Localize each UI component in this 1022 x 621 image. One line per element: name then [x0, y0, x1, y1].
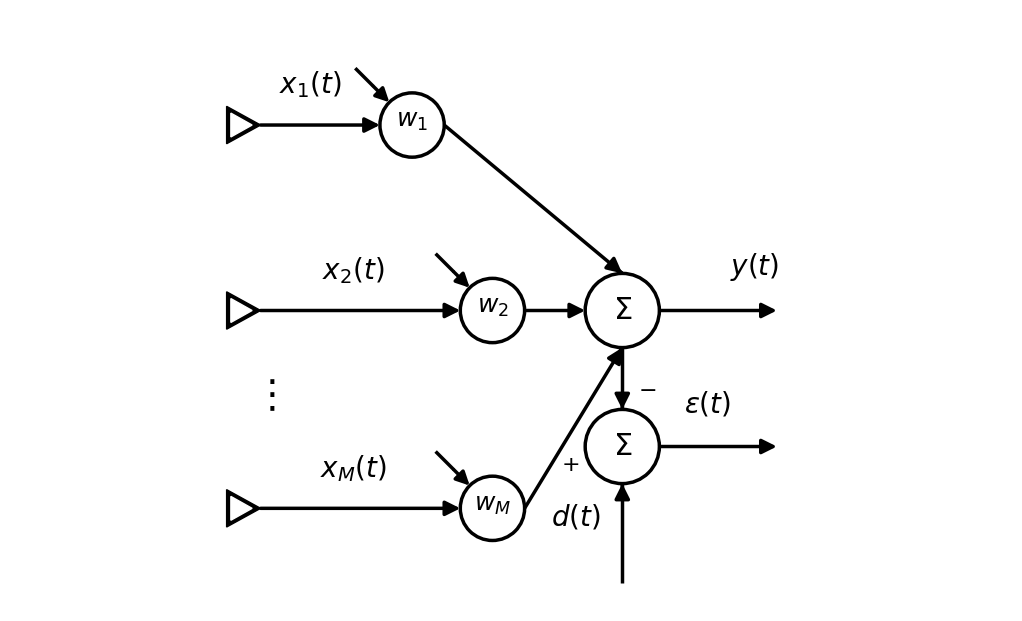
- Text: $\vdots$: $\vdots$: [252, 379, 275, 415]
- Polygon shape: [227, 106, 261, 143]
- Text: $\Sigma$: $\Sigma$: [612, 431, 632, 462]
- Circle shape: [586, 273, 659, 348]
- Text: $d\left(t\right)$: $d\left(t\right)$: [551, 502, 601, 531]
- Text: $x_1\left(t\right)$: $x_1\left(t\right)$: [279, 70, 341, 101]
- Circle shape: [460, 278, 524, 343]
- Circle shape: [380, 93, 445, 157]
- Text: $w_M$: $w_M$: [474, 494, 511, 517]
- Text: $-$: $-$: [638, 378, 656, 400]
- Text: $w_2$: $w_2$: [476, 296, 508, 319]
- Polygon shape: [231, 113, 252, 137]
- Text: $x_M\left(t\right)$: $x_M\left(t\right)$: [320, 453, 386, 484]
- Polygon shape: [231, 299, 252, 322]
- Text: $\varepsilon\left(t\right)$: $\varepsilon\left(t\right)$: [684, 390, 731, 419]
- Polygon shape: [231, 496, 252, 520]
- Circle shape: [460, 476, 524, 540]
- Text: $\Sigma$: $\Sigma$: [612, 295, 632, 326]
- Text: $w_1$: $w_1$: [397, 111, 428, 134]
- Text: $y\left(t\right)$: $y\left(t\right)$: [731, 251, 780, 283]
- Polygon shape: [227, 489, 261, 527]
- Polygon shape: [227, 292, 261, 329]
- Text: $x_2\left(t\right)$: $x_2\left(t\right)$: [322, 255, 384, 286]
- Text: $+$: $+$: [561, 454, 579, 476]
- Circle shape: [586, 409, 659, 484]
